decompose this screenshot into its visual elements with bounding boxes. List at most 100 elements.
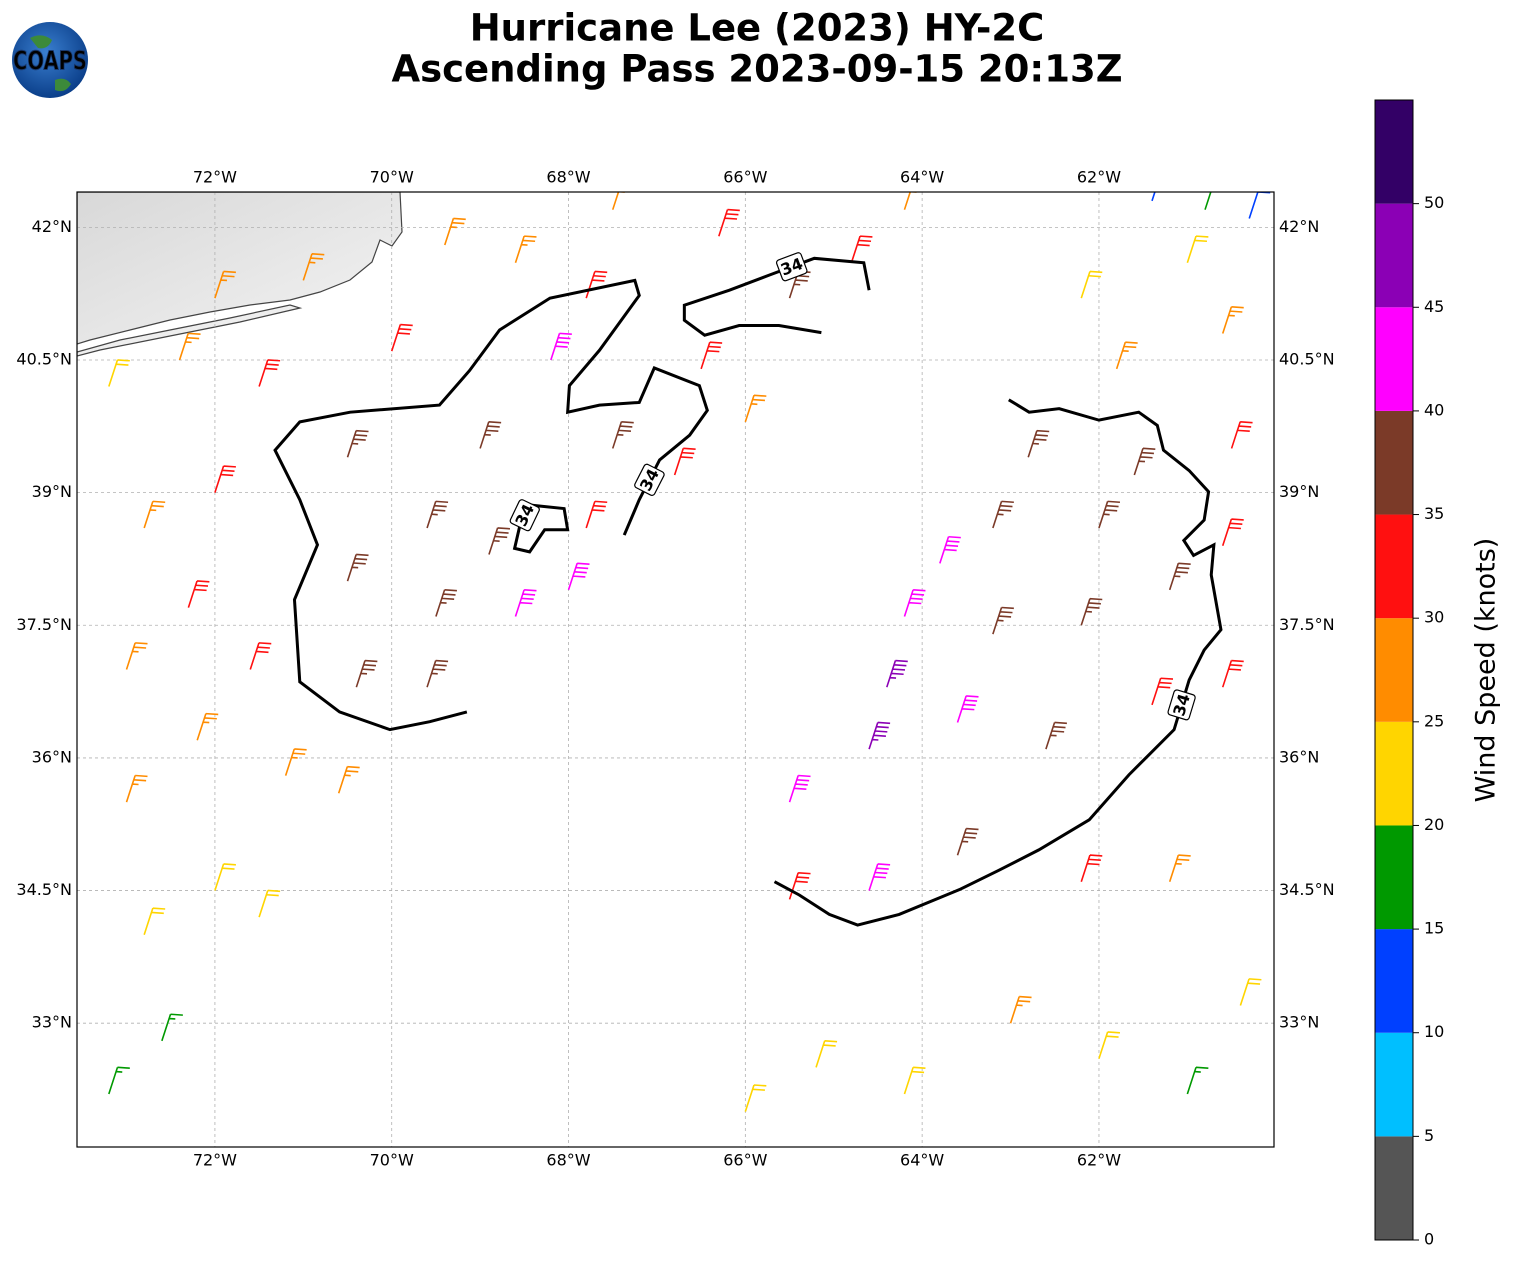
wind-barb [479,421,502,449]
wind-barb [125,642,148,670]
wind-barb [125,774,148,803]
contour-34kt [682,256,871,337]
wind-barb [903,192,917,210]
map-frame [76,191,1275,1148]
wind-barb [992,500,1014,529]
wind-barb [143,500,166,529]
wind-barb [258,889,281,918]
colorbar-swatch [1375,721,1413,826]
y-tick-label: 42°N [1279,217,1319,236]
wind-barb [903,589,926,617]
wind-barb [187,580,210,608]
colorbar-swatch [1375,1032,1413,1137]
wind-barb [284,748,307,776]
colorbar-tick-label: 20 [1424,815,1444,834]
wind-barb [346,553,369,582]
x-tick-label: 72°W [193,1151,237,1170]
colorbar-label: Wind Speed (knots) [1471,538,1502,803]
title: Hurricane Lee (2023) HY-2C [470,7,1045,50]
wind-barb [718,208,740,237]
x-tick-label: 66°W [723,168,767,187]
wind-barb [903,1066,926,1095]
colorbar-swatch [1375,929,1413,1033]
wind-barb [1080,854,1103,882]
colorbar-tick-label: 50 [1424,193,1444,212]
colorbar-tick-label: 5 [1424,1126,1434,1145]
y-tick-label: 36°N [1279,747,1319,766]
contour-34kt [773,398,1223,927]
colorbar-tick-label: 10 [1424,1022,1444,1041]
wind-barb [788,871,811,900]
wind-barb [390,323,413,352]
wind-barb [744,394,767,423]
y-tick-label: 33°N [32,1013,72,1032]
wind-barb [1186,1066,1209,1095]
wind-barb [611,192,625,210]
wind-barb [1239,978,1262,1006]
y-tick-label: 37.5°N [16,615,72,634]
wind-barb [673,447,696,476]
wind-barb [550,332,572,361]
long-island [77,304,303,357]
wind-barb [1080,597,1103,626]
wind-barb [1204,192,1212,210]
colorbar-swatch [1375,514,1413,619]
contour-label-box [634,463,665,496]
y-tick-label: 39°N [32,482,72,501]
wind-barb [585,500,608,529]
logo-text: COAPS [13,47,87,77]
wind-barb [214,863,236,891]
y-tick-label: 34.5°N [16,880,72,899]
colorbar: 0 5 10 15 20 25 30 35 40 45 50 [1374,99,1444,1249]
colorbar-tick-label: 35 [1424,504,1444,523]
wind-barb [611,421,634,449]
wind-barb [435,589,457,617]
wind-barb [1221,518,1244,546]
x-tick-label: 64°W [900,1151,944,1170]
wind-barb [214,270,236,299]
wind-barb [488,527,511,555]
contour-34kt [273,278,709,732]
wind-barb [346,429,369,458]
wind-barb [444,217,466,246]
wind-barb [939,535,961,564]
wind-barb [815,1039,838,1068]
x-tick-label: 64°W [900,168,944,187]
contour-label: 34 [1167,689,1196,721]
wind-barb [1133,447,1156,476]
y-tick-label: 40.5°N [1279,350,1335,369]
wind-barb [108,359,130,387]
x-tick-label: 70°W [370,1151,414,1170]
wind-barb [178,332,201,361]
colorbar-tick-label: 0 [1424,1230,1434,1249]
colorbar-tick-label: 30 [1424,608,1444,627]
y-tick-label: 36°N [32,747,72,766]
wind-barb [514,589,537,617]
wind-barb [956,827,979,856]
wind-barb [886,659,908,688]
wind-barb [337,765,360,794]
wind-barb [1151,677,1174,706]
contour-label-box [1167,689,1196,721]
y-tick-label: 40.5°N [16,350,72,369]
colorbar-swatch [1375,100,1413,204]
wind-barb [258,359,281,387]
wind-barb [1168,854,1191,882]
y-tick-label: 42°N [32,217,72,236]
wind-barb [868,721,891,750]
wind-barb [585,270,608,299]
subtitle: Ascending Pass 2023-09-15 20:13Z [391,48,1122,91]
colorbar-frame [1374,99,1414,1241]
colorbar-tick-label: 15 [1424,919,1444,938]
wind-barb [1027,429,1050,458]
y-tick-label: 33°N [1279,1013,1319,1032]
wind-barb [992,606,1014,635]
contour-label: 34 [775,252,808,282]
wind-barb [108,1066,130,1095]
wind-barb [700,341,723,370]
wind-barb [1009,995,1032,1024]
logo-globe [12,22,88,98]
colorbar-swatch [1375,307,1413,411]
x-tick-label: 62°W [1077,1151,1121,1170]
